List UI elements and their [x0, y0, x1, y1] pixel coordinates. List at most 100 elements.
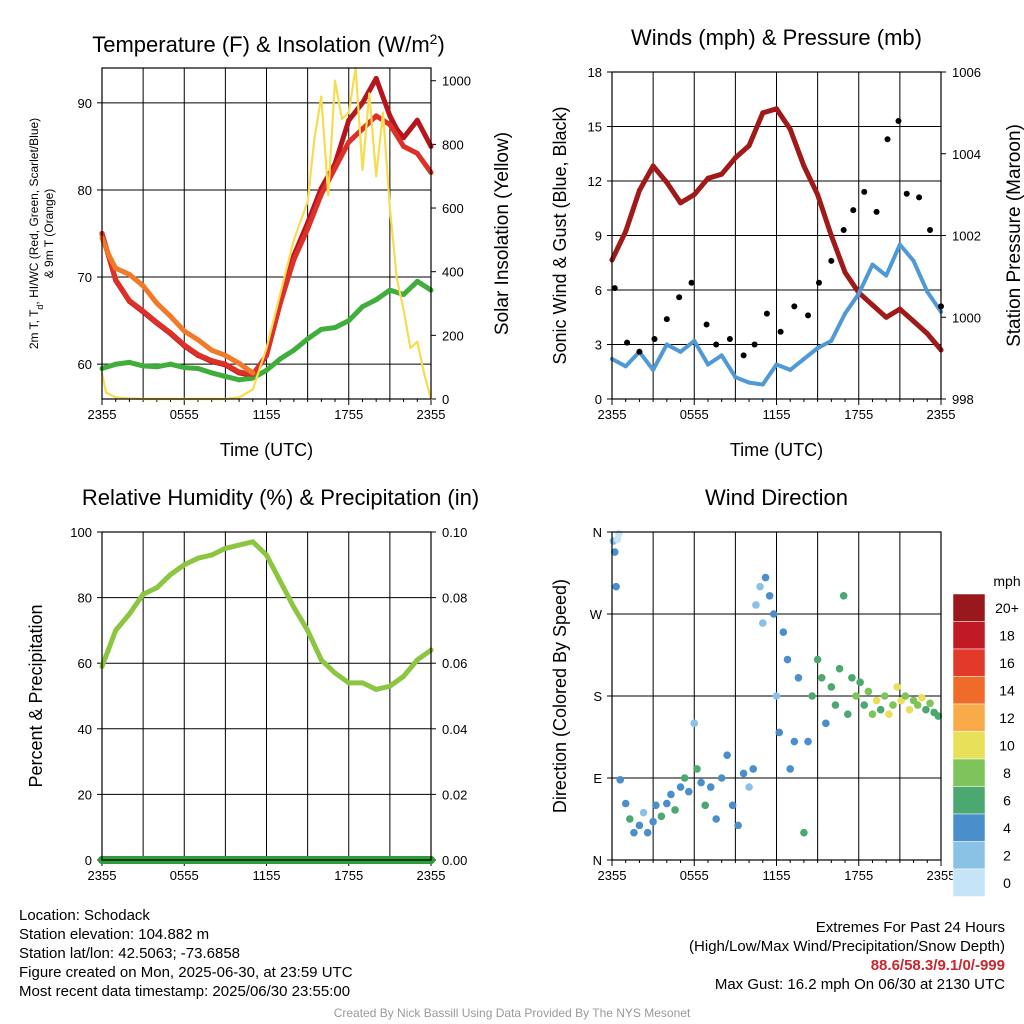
dewpoint-point	[401, 291, 407, 297]
y-right-tick-label: 1002	[952, 229, 981, 244]
direction-point	[765, 591, 774, 600]
direction-point	[831, 701, 840, 709]
y-right-tick-label: 1006	[952, 65, 981, 80]
dewpoint-point	[140, 363, 146, 369]
rh-point	[222, 545, 228, 551]
gust-point	[703, 321, 710, 328]
gust-point	[688, 279, 695, 286]
pressure-point	[924, 331, 930, 337]
wind-point	[664, 342, 669, 347]
t9-point	[195, 337, 201, 343]
hi-point	[236, 369, 242, 375]
direction-point	[905, 705, 914, 714]
gust-point	[903, 190, 910, 197]
direction-point	[922, 705, 930, 714]
direction-point	[813, 655, 822, 664]
direction-point	[728, 801, 737, 810]
hi-point	[209, 358, 215, 364]
direction-point	[872, 696, 881, 705]
solar-point	[368, 92, 371, 95]
wind-point	[678, 349, 683, 354]
legend-label: 18	[999, 627, 1015, 643]
x-tick-label: 1755	[844, 407, 873, 422]
rh-point	[168, 572, 174, 578]
legend-swatch	[952, 786, 986, 815]
direction-point	[783, 655, 792, 664]
direction-point	[934, 712, 943, 720]
dewpoint-point	[209, 370, 215, 376]
y-tick-label: 9	[595, 229, 602, 244]
rh-point	[305, 627, 311, 633]
direction-point	[889, 701, 897, 709]
x-tick-label: 2355	[88, 868, 117, 883]
direction-point	[839, 591, 848, 600]
x-axis-label: Time (UTC)	[730, 440, 823, 460]
hi-point	[181, 342, 187, 348]
gust-point	[927, 227, 934, 234]
pressure-point	[746, 143, 752, 149]
y-tick-label: 20	[78, 787, 92, 802]
legend-label: 14	[999, 682, 1015, 698]
direction-point	[693, 765, 701, 773]
rh-point	[126, 611, 132, 617]
y-tick-label: 40	[78, 722, 92, 737]
gust-point	[916, 194, 923, 201]
direction-point	[901, 692, 910, 700]
direction-point	[848, 673, 856, 682]
gust-point	[805, 312, 812, 319]
direction-point	[790, 737, 799, 746]
pressure-point	[897, 306, 903, 312]
legend-swatch	[952, 703, 986, 732]
hi-point	[113, 277, 119, 283]
hi-point	[373, 113, 379, 119]
solar-point	[320, 95, 323, 98]
t9-point	[168, 313, 174, 319]
solar-point	[388, 206, 391, 210]
direction-point	[671, 806, 679, 814]
gust-point	[861, 188, 868, 195]
rh-point	[209, 552, 215, 558]
wind-point	[815, 346, 820, 351]
chart-title: Relative Humidity (%) & Precipitation (i…	[82, 485, 479, 510]
y-tick-label: N	[593, 853, 602, 868]
solar-point	[306, 200, 309, 203]
dewpoint-point	[113, 361, 119, 367]
solar-point	[340, 117, 343, 121]
hi-point	[401, 143, 407, 149]
plot-frame	[611, 531, 942, 861]
legend-label: 16	[999, 655, 1015, 671]
y-tick-label: 80	[78, 183, 92, 198]
temp-point	[359, 100, 365, 106]
y-axis-label: Percent & Precipitation	[26, 604, 46, 787]
direction-point	[817, 673, 826, 682]
gust-point	[895, 118, 902, 125]
x-tick-label: 0555	[170, 868, 199, 883]
dewpoint-point	[332, 325, 338, 331]
wind-point	[651, 367, 656, 372]
direction-point	[761, 573, 770, 582]
legend-label: 6	[1003, 792, 1011, 808]
direction-point	[852, 692, 860, 700]
t9-series-line	[99, 235, 256, 376]
pressure-point	[842, 269, 848, 275]
t9-point	[126, 271, 132, 277]
y-axis-label: Sonic Wind & Gust (Blue, Black)	[550, 106, 570, 364]
x-tick-label: 1755	[334, 407, 363, 422]
x-tick-label: 2355	[417, 868, 446, 883]
x-tick-label: 2355	[927, 868, 956, 883]
y-right-tick-label: 1000	[442, 74, 471, 89]
rh-point	[359, 680, 365, 686]
direction-point	[758, 619, 767, 627]
direction-point	[804, 737, 812, 746]
pressure-point	[869, 302, 875, 308]
legend-label: 0	[1003, 875, 1011, 891]
y-tick-label: W	[590, 607, 603, 622]
pressure-point	[828, 233, 834, 238]
plot-frame	[611, 71, 942, 400]
solar-point	[361, 168, 364, 171]
y-right-tick-label: 0.10	[442, 525, 467, 540]
direction-point	[621, 799, 630, 808]
direction-point	[913, 701, 922, 709]
x-tick-label: 2355	[598, 407, 627, 422]
dewpoint-point	[359, 304, 365, 310]
